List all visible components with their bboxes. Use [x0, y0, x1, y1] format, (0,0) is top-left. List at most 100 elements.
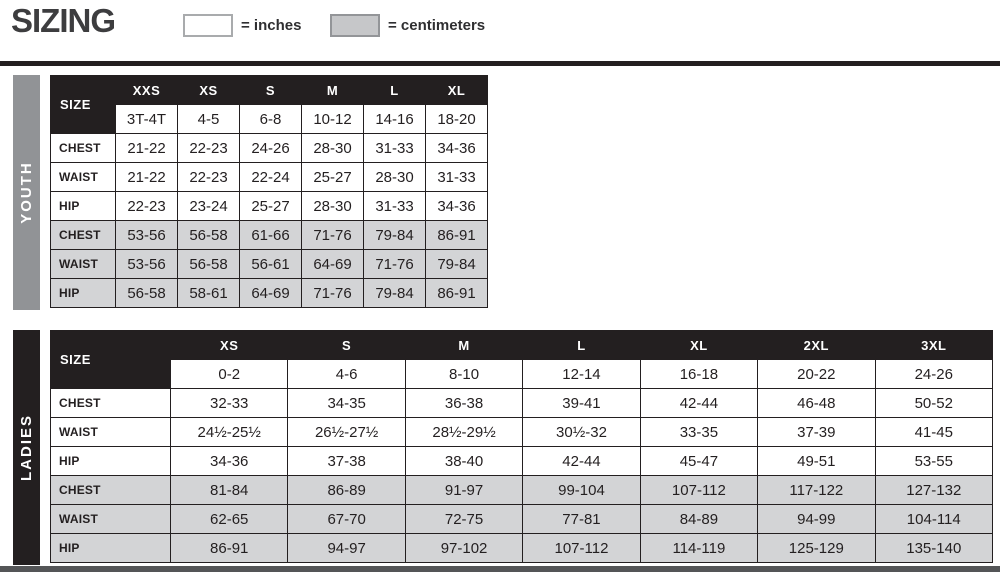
measurement-cell: 77-81 [522, 504, 641, 534]
row-label: WAIST [50, 504, 171, 534]
measurement-cell: 61-66 [239, 220, 302, 250]
measurement-cell: 42-44 [639, 388, 759, 418]
size-header-cell: SIZE [50, 75, 116, 134]
measurement-cell: 56-58 [177, 249, 240, 279]
measurement-cell: 127-132 [874, 475, 994, 505]
size-range-cell: 4-5 [177, 104, 240, 134]
size-range-cell: 16-18 [639, 359, 759, 389]
size-range-cell: 18-20 [425, 104, 488, 134]
youth-size-header-row: SIZE XXS XS S M L XL [50, 75, 488, 134]
col-header: M [404, 330, 524, 360]
row-label: WAIST [50, 417, 171, 447]
row-label: WAIST [50, 162, 116, 192]
measurement-cell: 81-84 [169, 475, 289, 505]
col-header: XL [425, 75, 488, 105]
ladies-size-table: SIZE XS S M L XL 2XL 3XL 0-2 4-6 8-10 12… [50, 330, 994, 563]
measurement-cell: 31-33 [425, 162, 488, 192]
measurement-cell: 99-104 [522, 475, 641, 505]
centimeters-swatch [330, 14, 380, 37]
ladies-hip-inches-row: HIP 34-36 37-38 38-40 42-44 45-47 49-51 … [50, 446, 994, 476]
measurement-cell: 31-33 [363, 133, 426, 163]
ladies-section-bar: LADIES [13, 330, 40, 565]
youth-waist-cm-row: WAIST 53-56 56-58 56-61 64-69 71-76 79-8… [50, 249, 488, 279]
measurement-cell: 22-23 [177, 133, 240, 163]
ladies-chest-cm-row: CHEST 81-84 86-89 91-97 99-104 107-112 1… [50, 475, 994, 505]
row-label: CHEST [50, 388, 171, 418]
measurement-cell: 25-27 [301, 162, 364, 192]
ladies-size-header-row: SIZE XS S M L XL 2XL 3XL [50, 330, 994, 389]
measurement-cell: 41-45 [874, 417, 994, 447]
col-header: M [301, 75, 364, 105]
measurement-cell: 39-41 [522, 388, 641, 418]
measurement-cell: 22-23 [177, 162, 240, 192]
size-range-cell: 10-12 [301, 104, 364, 134]
row-label: CHEST [50, 133, 116, 163]
measurement-cell: 56-58 [115, 278, 178, 308]
row-label: WAIST [50, 249, 116, 279]
measurement-cell: 79-84 [425, 249, 488, 279]
measurement-cell: 25-27 [239, 191, 302, 221]
col-header: 3XL [874, 330, 994, 360]
youth-size-table: SIZE XXS XS S M L XL 3T-4T 4-5 6-8 10-12… [50, 75, 488, 308]
measurement-cell: 56-61 [239, 249, 302, 279]
measurement-cell: 53-56 [115, 249, 178, 279]
inches-swatch [183, 14, 233, 37]
measurement-cell: 21-22 [115, 162, 178, 192]
measurement-cell: 28½-29½ [404, 417, 524, 447]
top-divider [0, 61, 1000, 66]
col-header: S [239, 75, 302, 105]
measurement-cell: 104-114 [874, 504, 994, 534]
measurement-cell: 31-33 [363, 191, 426, 221]
measurement-cell: 97-102 [404, 533, 524, 563]
size-range-cell: 20-22 [757, 359, 876, 389]
measurement-cell: 62-65 [169, 504, 289, 534]
measurement-cell: 53-55 [874, 446, 994, 476]
col-header: XS [177, 75, 240, 105]
col-header: L [363, 75, 426, 105]
col-header: S [287, 330, 406, 360]
col-header: XXS [115, 75, 178, 105]
measurement-cell: 86-91 [169, 533, 289, 563]
ladies-chest-inches-row: CHEST 32-33 34-35 36-38 39-41 42-44 46-4… [50, 388, 994, 418]
measurement-cell: 107-112 [639, 475, 759, 505]
measurement-cell: 37-38 [287, 446, 406, 476]
youth-section-bar: YOUTH [13, 75, 40, 310]
youth-section-label: YOUTH [18, 161, 35, 224]
measurement-cell: 38-40 [404, 446, 524, 476]
measurement-cell: 79-84 [363, 220, 426, 250]
measurement-cell: 24½-25½ [169, 417, 289, 447]
size-range-cell: 14-16 [363, 104, 426, 134]
bottom-divider [0, 566, 1000, 572]
row-label: HIP [50, 533, 171, 563]
measurement-cell: 71-76 [363, 249, 426, 279]
size-range-cell: 4-6 [287, 359, 406, 389]
col-header: L [522, 330, 641, 360]
youth-hip-cm-row: HIP 56-58 58-61 64-69 71-76 79-84 86-91 [50, 278, 488, 308]
inches-legend-label: = inches [241, 17, 302, 34]
measurement-cell: 45-47 [639, 446, 759, 476]
size-range-cell: 6-8 [239, 104, 302, 134]
row-label: CHEST [50, 220, 116, 250]
measurement-cell: 84-89 [639, 504, 759, 534]
measurement-cell: 64-69 [239, 278, 302, 308]
measurement-cell: 46-48 [757, 388, 876, 418]
measurement-cell: 22-24 [239, 162, 302, 192]
measurement-cell: 67-70 [287, 504, 406, 534]
ladies-waist-inches-row: WAIST 24½-25½ 26½-27½ 28½-29½ 30½-32 33-… [50, 417, 994, 447]
measurement-cell: 21-22 [115, 133, 178, 163]
measurement-cell: 49-51 [757, 446, 876, 476]
measurement-cell: 36-38 [404, 388, 524, 418]
measurement-cell: 91-97 [404, 475, 524, 505]
ladies-waist-cm-row: WAIST 62-65 67-70 72-75 77-81 84-89 94-9… [50, 504, 994, 534]
measurement-cell: 86-91 [425, 278, 488, 308]
measurement-cell: 33-35 [639, 417, 759, 447]
measurement-cell: 28-30 [301, 191, 364, 221]
youth-chest-inches-row: CHEST 21-22 22-23 24-26 28-30 31-33 34-3… [50, 133, 488, 163]
ladies-hip-cm-row: HIP 86-91 94-97 97-102 107-112 114-119 1… [50, 533, 994, 563]
measurement-cell: 107-112 [522, 533, 641, 563]
size-range-cell: 12-14 [522, 359, 641, 389]
row-label: HIP [50, 191, 116, 221]
measurement-cell: 125-129 [757, 533, 876, 563]
col-header: XS [169, 330, 289, 360]
col-header: XL [639, 330, 759, 360]
